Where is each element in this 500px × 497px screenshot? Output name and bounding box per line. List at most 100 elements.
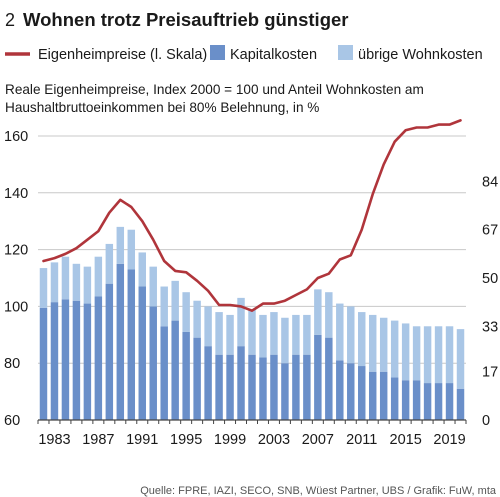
bar-capital [116,263,125,420]
legend-swatch-capital [210,45,225,60]
bar-capital [94,296,103,420]
y-tick-right: 67 [482,223,498,239]
bar-capital [325,337,333,420]
legend-swatch-other [338,45,353,60]
bar-capital [215,354,223,420]
bar-capital [445,383,454,420]
x-tick-label: 2011 [346,432,377,448]
bar-capital [50,302,59,420]
x-tick-label: 2019 [433,432,465,448]
bar-other [149,266,157,307]
bar-capital [314,334,322,420]
bar-capital [72,300,81,420]
bar-capital [292,354,300,420]
bar-other [303,314,311,355]
bar-other [390,320,399,378]
bar-capital [281,363,289,420]
legend-label-other: übrige Wohnkosten [358,47,483,63]
y-tick-left: 140 [4,186,28,202]
bar-capital [248,354,256,420]
bar-capital [61,299,70,420]
bar-other [204,306,212,347]
subtitle-line-2: Haushaltbruttoeinkommen bei 80% Belehnun… [5,100,319,115]
bar-other [423,326,432,384]
bar-capital [270,354,278,420]
bar-capital [171,320,179,420]
bar-capital [390,377,399,420]
bar-other [368,314,377,372]
bar-other [292,314,300,355]
x-tick-label: 1999 [214,432,246,448]
price-series-line [42,119,462,313]
bar-other [445,326,454,384]
bar-other [138,252,146,287]
bar-other [401,323,410,381]
x-tick-label: 1987 [82,432,114,448]
y-tick-left: 80 [4,356,20,372]
bar-capital [379,371,388,420]
bar-capital [127,269,136,420]
bar-capital [336,360,344,420]
bar-capital [303,354,311,420]
bar-other [105,243,114,284]
bar-capital [160,326,168,420]
bar-other [193,300,201,338]
bars [39,226,465,420]
bar-other [116,226,125,264]
bar-other [171,280,179,321]
bar-other [50,262,59,303]
bar-other [379,317,388,372]
x-tick-label: 1991 [126,432,158,448]
x-tick-label: 1995 [170,432,202,448]
legend-label-prices: Eigenheimpreise (l. Skala) [38,47,207,63]
y-tick-left: 160 [4,129,28,145]
bar-other [314,289,322,335]
x-tick-label: 2003 [258,432,290,448]
bar-other [336,303,344,361]
y-tick-right: 50 [482,271,498,287]
bar-other [61,256,70,300]
bar-other [347,306,355,364]
bar-capital [456,388,465,420]
bar-capital [423,383,432,420]
bar-other [281,317,289,364]
bar-capital [83,303,92,420]
axes: 60 80 100 120 140 160 0 17 33 50 67 84 1983 1987 1991 1… [4,129,498,448]
bar-other [270,312,278,355]
bar-other [237,297,245,347]
bar-capital [412,380,421,420]
bar-capital [401,380,410,420]
bar-capital [204,346,212,420]
price-line [42,119,462,313]
bar-capital [182,331,190,420]
x-tick-label: 2007 [302,432,334,448]
subtitle-line-1: Reale Eigenheimpreise, Index 2000 = 100 … [5,82,424,97]
bar-capital [347,363,355,420]
bar-capital [138,286,146,420]
bar-capital [149,306,157,420]
x-tick-label: 2015 [390,432,422,448]
bar-other [412,326,421,381]
bar-other [325,292,333,338]
x-tick-label: 1983 [38,432,70,448]
bar-capital [105,283,114,420]
bar-capital [358,366,366,420]
bar-capital [368,371,377,420]
legend: Eigenheimpreise (l. Skala) Kapitalkosten… [5,45,483,63]
y-tick-left: 60 [4,413,20,429]
bar-other [160,286,168,327]
bar-other [72,263,81,301]
y-tick-right: 84 [482,174,498,190]
bar-capital [237,346,245,420]
bar-capital [226,354,234,420]
y-tick-right: 17 [482,365,498,381]
bar-other [83,266,92,304]
source-note: Quelle: FPRE, IAZI, SECO, SNB, Wüest Par… [140,485,497,497]
bar-other [259,314,267,358]
bar-other [94,256,103,297]
chart-title: Wohnen trotz Preisauftrieb günstiger [23,9,348,30]
legend-label-capital: Kapitalkosten [230,47,317,63]
bar-other [456,329,465,389]
bar-other [248,309,256,355]
